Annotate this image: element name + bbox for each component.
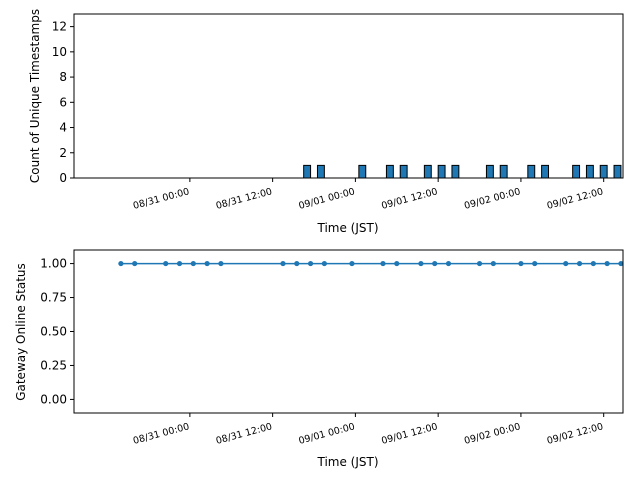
count-bar [399,164,408,179]
status-point [563,260,569,267]
count-chart-y-tick-label: 2 [59,146,67,160]
status-point [518,260,524,267]
status-point [532,260,538,267]
status-point [132,260,138,267]
count-bar [423,164,432,179]
count-bar [316,164,325,179]
count-bar [437,164,446,179]
status-chart-y-tick-label: 1.00 [40,257,67,271]
status-point [176,260,183,267]
status-chart-y-ticks: 0.00 0.25 0.50 0.75 1.00 [40,257,74,406]
status-point [618,260,624,267]
status-point [321,260,327,267]
count-bar [485,164,494,179]
status-point [576,260,583,267]
status-chart-x-label: Time (JST) [316,455,378,469]
count-chart-bars [303,164,622,179]
count-chart-y-tick-label: 8 [59,70,67,84]
status-point [590,260,596,267]
count-bar [599,164,608,179]
status-point [394,260,400,267]
count-bar [541,164,550,179]
status-point [218,260,224,267]
status-point [307,260,314,267]
count-bar [572,164,581,179]
count-bar [613,164,622,179]
status-chart-y-tick-label: 0.25 [40,358,67,372]
count-chart-y-tick-label: 4 [59,121,67,135]
count-chart-frame [73,13,624,179]
count-chart-y-tick-label: 6 [59,95,67,109]
status-point [190,260,196,267]
status-chart-y-label: Gateway Online Status [14,263,28,401]
status-point [476,260,483,267]
status-chart-frame [73,249,624,414]
status-point [280,260,286,267]
status-chart-y-tick-label: 0.75 [40,291,67,305]
status-chart-series [118,260,624,267]
count-bar [451,164,460,179]
status-point [490,260,496,267]
count-chart-y-tick-label: 12 [52,20,67,34]
count-bar [385,164,394,179]
status-chart-y-tick-label: 0.00 [40,392,67,406]
status-point [418,260,424,267]
status-point [604,260,610,267]
count-bar [585,164,594,179]
status-point [349,260,355,267]
count-chart-y-ticks: 0 2 4 6 8 10 12 [52,20,74,185]
count-bar [358,164,367,179]
status-point [294,260,300,267]
status-point [445,260,452,267]
count-bar [499,164,508,179]
count-chart-x-label: Time (JST) [316,221,378,235]
status-chart-y-tick-label: 0.50 [40,325,67,339]
status-point [204,260,210,267]
count-chart-y-tick-label: 0 [59,171,67,185]
count-bar [303,164,312,179]
status-point [380,260,386,267]
status-point [432,260,438,267]
status-point [118,260,124,267]
count-bar [527,164,536,179]
status-point [163,260,169,267]
count-chart-y-tick-label: 10 [52,45,67,59]
count-chart-y-label: Count of Unique Timestamps [28,9,42,183]
